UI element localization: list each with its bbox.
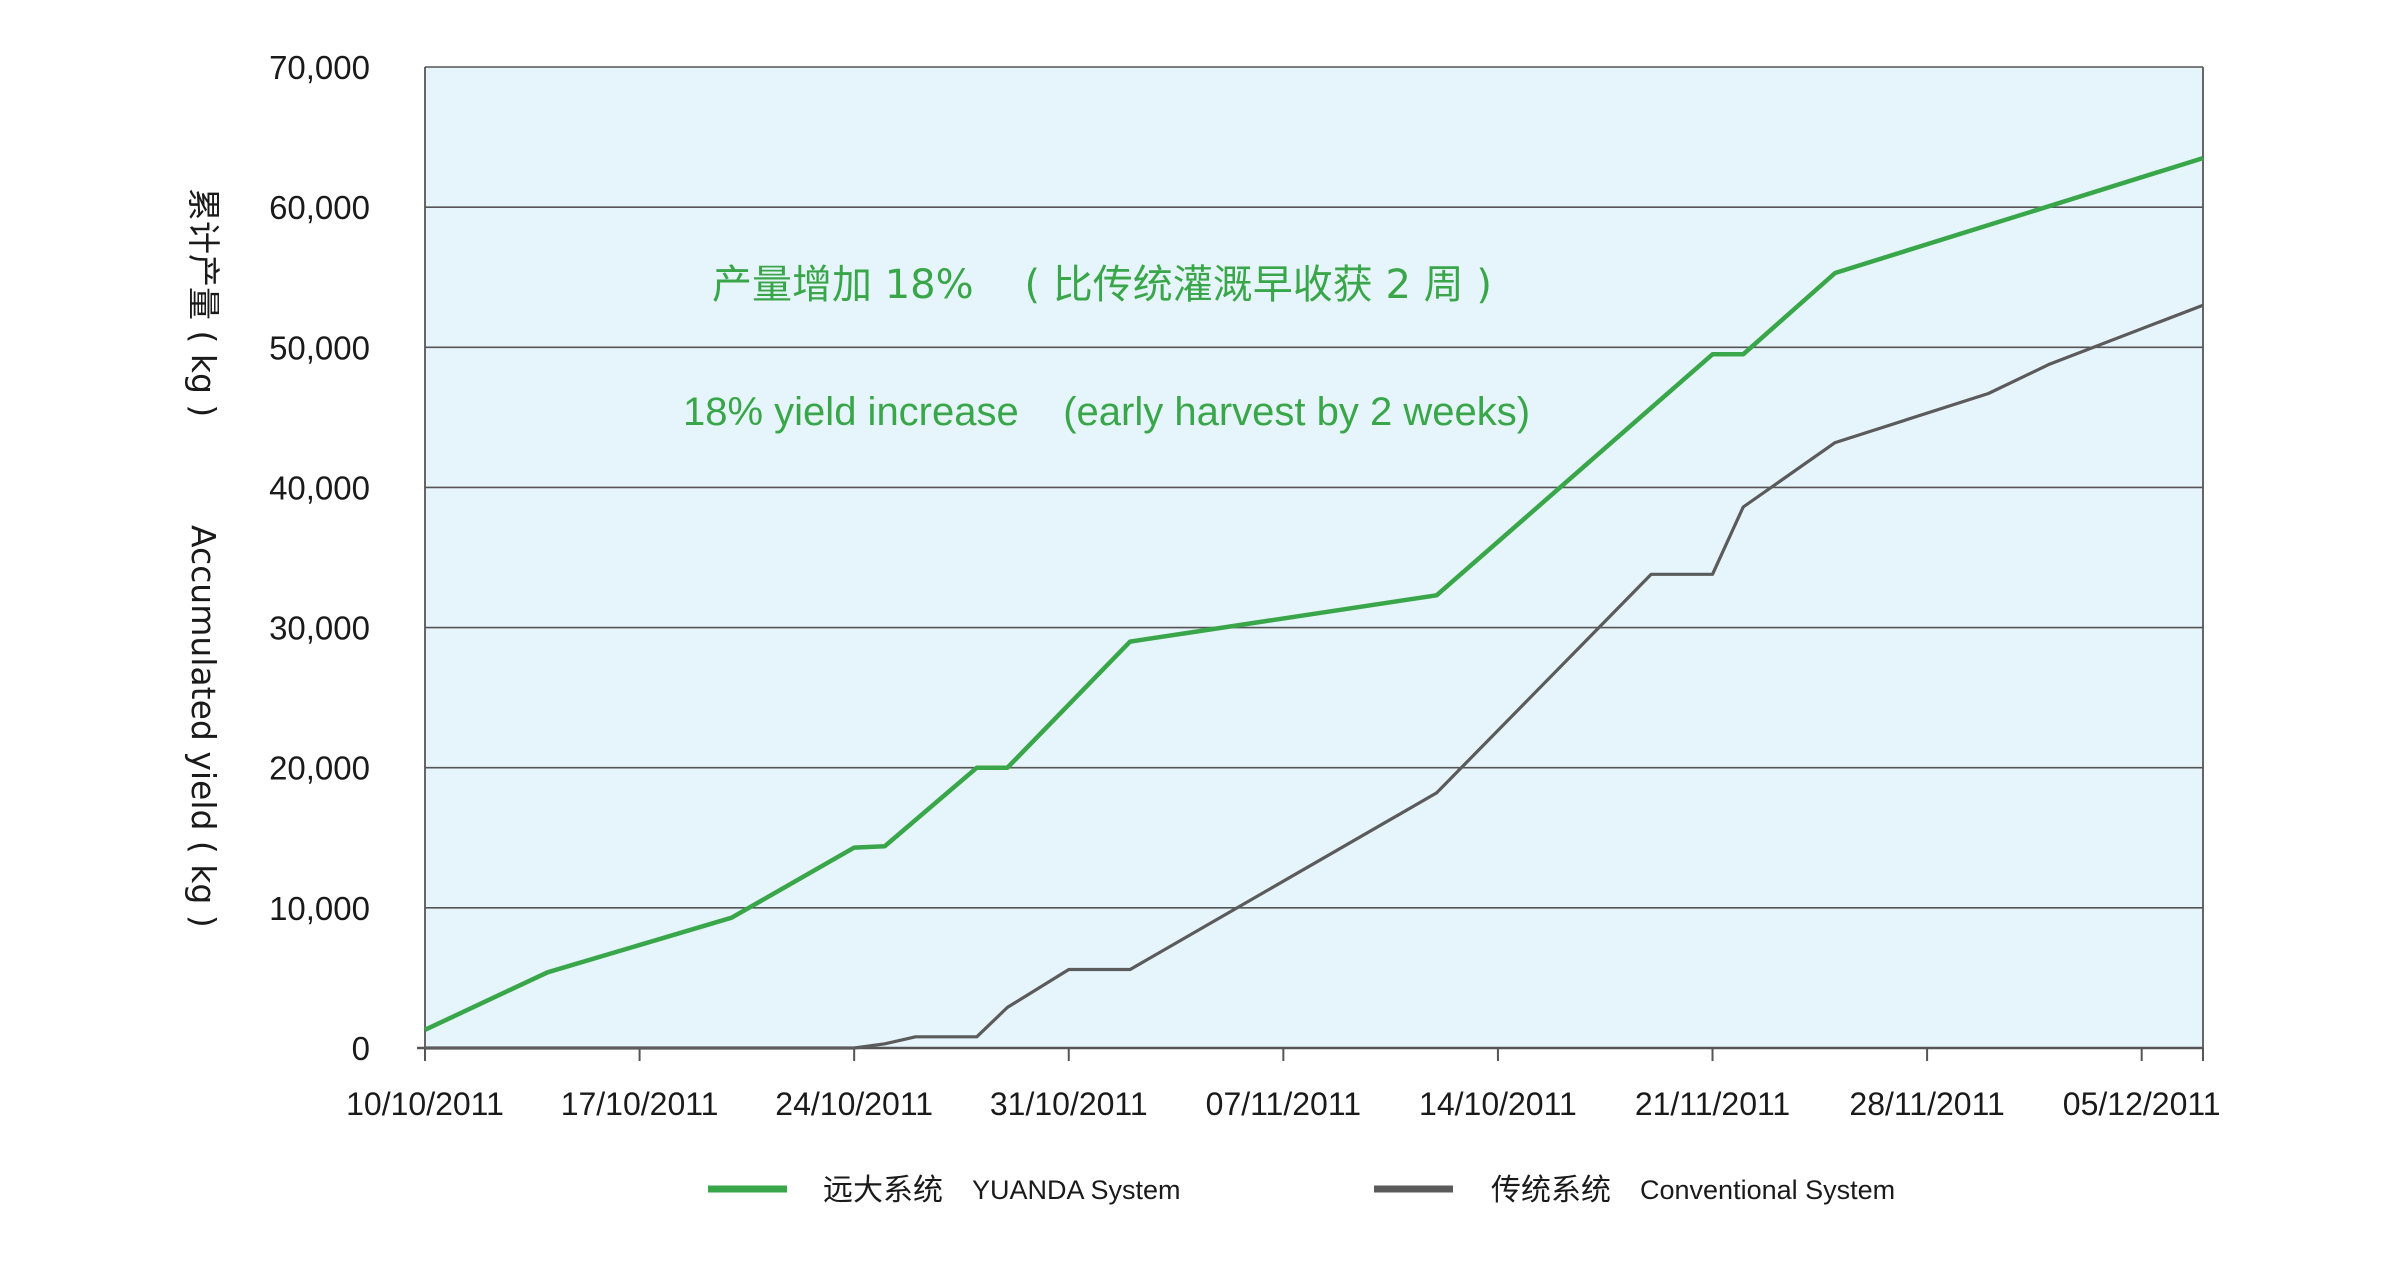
series-lines (424, 155, 2204, 1050)
annotation-english: 18% yield increase (early harvest by 2 w… (683, 390, 1530, 434)
x-tick-label: 14/10/2011 (1419, 1086, 1577, 1122)
x-tick-label: 28/11/2011 (1849, 1086, 2004, 1122)
x-tick-label: 07/11/2011 (1206, 1086, 1361, 1122)
y-tick-label: 50,000 (269, 329, 370, 366)
y-axis-label-english: Accumulated yield ( kg ) (184, 525, 223, 928)
legend-label-english: YUANDA System (972, 1175, 1181, 1205)
legend-label: 远大系统 (823, 1173, 943, 1208)
series-line-yuanda (424, 155, 2204, 1032)
grid-lines (417, 66, 2204, 1050)
x-axis-ticks: 10/10/2011 17/10/2011 24/10/2011 31/10/2011… (346, 1048, 2221, 1122)
x-tick-label: 21/11/2011 (1635, 1086, 1790, 1122)
x-tick-label: 05/12/2011 (2063, 1086, 2221, 1122)
y-tick-label: 60,000 (269, 189, 370, 226)
annotation-chinese: 产量增加 18% ( 比传统灌溉早收获 2 周 ) (712, 262, 1492, 308)
x-tick-label: 10/10/2011 (346, 1086, 504, 1122)
y-axis-label-chinese: 累计产量 ( kg ) (184, 188, 223, 417)
plot-background (425, 67, 2203, 1048)
legend-label: 传统系统 (1491, 1173, 1611, 1208)
y-tick-label: 70,000 (269, 49, 370, 86)
legend-label-english: Conventional System (1640, 1175, 1895, 1205)
legend: 远大系统 YUANDA System 传统系统 Conventional System (708, 1173, 1895, 1208)
y-axis-ticks: 0 10,000 20,000 30,000 40,000 50,000 60,000 70,… (269, 49, 370, 1067)
series-line-conventional (425, 303, 2204, 1050)
x-tick-label: 24/10/2011 (775, 1086, 933, 1122)
x-tick-label: 17/10/2011 (561, 1086, 719, 1122)
legend-item-conventional: 传统系统 Conventional System (1374, 1173, 1895, 1208)
y-tick-label: 20,000 (269, 750, 370, 787)
y-tick-label: 40,000 (269, 469, 370, 506)
y-tick-label: 10,000 (269, 890, 370, 927)
y-tick-label: 30,000 (269, 610, 370, 647)
x-tick-label: 31/10/2011 (990, 1086, 1148, 1122)
y-tick-label: 0 (352, 1030, 370, 1067)
legend-item-yuanda: 远大系统 YUANDA System (708, 1173, 1181, 1208)
